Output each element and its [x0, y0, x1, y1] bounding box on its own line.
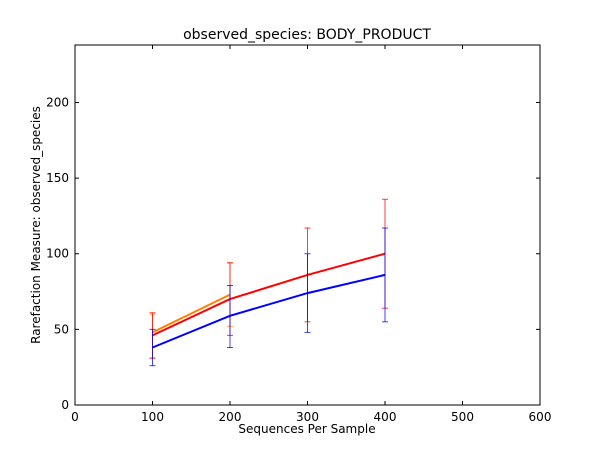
y-tick-label: 100 [46, 247, 69, 261]
x-tick-label: 600 [529, 410, 552, 424]
series-2 [149, 227, 388, 367]
y-tick-label: 150 [46, 171, 69, 185]
y-tick: 150 [46, 171, 540, 185]
y-tick: 100 [46, 247, 540, 261]
x-tick-label: 500 [451, 410, 474, 424]
x-tick: 400 [374, 45, 397, 424]
error-bar [149, 328, 156, 367]
x-tick-label: 100 [141, 410, 164, 424]
error-bar [382, 227, 388, 323]
x-tick-label: 400 [374, 410, 397, 424]
x-tick: 200 [219, 45, 242, 424]
error-bar [227, 285, 233, 349]
y-tick: 50 [54, 322, 540, 336]
x-tick-label: 300 [296, 410, 319, 424]
x-tick-label: 200 [219, 410, 242, 424]
plot-area [149, 198, 388, 367]
x-tick: 100 [141, 45, 164, 424]
y-axis-label: Rarefaction Measure: observed_species [29, 106, 43, 344]
x-tick: 0 [71, 45, 79, 424]
y-tick-label: 200 [46, 95, 69, 109]
chart-title: observed_species: BODY_PRODUCT [183, 27, 431, 43]
x-axis-label: Sequences Per Sample [238, 422, 375, 436]
x-tick: 300 [296, 45, 319, 424]
y-tick: 200 [46, 95, 540, 109]
x-tick: 600 [529, 45, 552, 424]
x-tick: 500 [451, 45, 474, 424]
y-tick-label: 0 [61, 398, 69, 412]
x-tick-label: 0 [71, 410, 79, 424]
y-tick-label: 50 [54, 322, 69, 336]
error-bar [304, 253, 311, 333]
y-tick: 0 [61, 398, 540, 412]
series-line [152, 252, 386, 337]
series-line [152, 293, 231, 334]
axis-ticks: 0 100 200 300 400 500 600 0 50 100 150 200 [46, 45, 551, 424]
series-line [152, 273, 386, 349]
